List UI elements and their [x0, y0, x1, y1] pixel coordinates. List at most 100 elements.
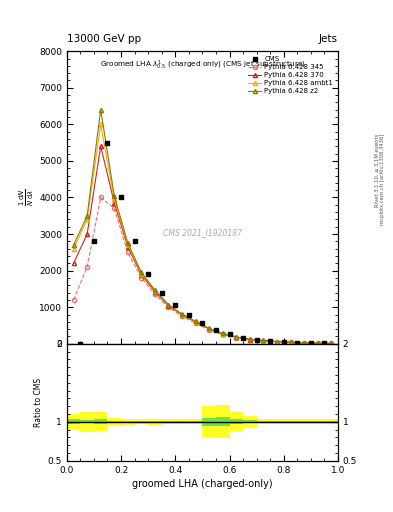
Pythia 6.428 370: [85, 231, 90, 237]
Pythia 6.428 370: [302, 340, 307, 346]
CMS: [105, 140, 110, 146]
Text: Groomed LHA $\lambda^{1}_{0.5}$ (charged only) (CMS jet substructure): Groomed LHA $\lambda^{1}_{0.5}$ (charged…: [99, 58, 305, 72]
Pythia 6.428 z2: [71, 242, 76, 248]
Pythia 6.428 ambt1: [139, 270, 144, 276]
Pythia 6.428 370: [152, 289, 157, 295]
Pythia 6.428 z2: [261, 337, 266, 344]
Pythia 6.428 345: [261, 338, 266, 344]
Pythia 6.428 345: [329, 340, 334, 347]
Line: CMS: CMS: [78, 141, 327, 346]
Pythia 6.428 345: [193, 320, 198, 326]
CMS: [322, 340, 327, 347]
CMS: [214, 327, 219, 333]
Pythia 6.428 z2: [288, 339, 293, 345]
Pythia 6.428 z2: [302, 340, 307, 346]
Pythia 6.428 ambt1: [112, 196, 117, 202]
Pythia 6.428 z2: [329, 340, 334, 347]
Pythia 6.428 370: [329, 340, 334, 347]
CMS: [309, 340, 313, 346]
Pythia 6.428 370: [207, 326, 211, 332]
Pythia 6.428 ambt1: [166, 302, 171, 308]
Pythia 6.428 ambt1: [220, 331, 225, 337]
Pythia 6.428 ambt1: [207, 326, 211, 332]
CMS: [187, 312, 191, 318]
Legend: CMS, Pythia 6.428 345, Pythia 6.428 370, Pythia 6.428 ambt1, Pythia 6.428 z2: CMS, Pythia 6.428 345, Pythia 6.428 370,…: [246, 55, 334, 96]
Pythia 6.428 345: [234, 334, 239, 340]
Pythia 6.428 345: [180, 313, 184, 319]
Pythia 6.428 ambt1: [329, 340, 334, 347]
Pythia 6.428 z2: [166, 302, 171, 308]
Pythia 6.428 z2: [248, 336, 252, 343]
CMS: [160, 289, 164, 295]
Pythia 6.428 ambt1: [234, 334, 239, 340]
Pythia 6.428 345: [85, 264, 90, 270]
Pythia 6.428 345: [125, 249, 130, 255]
Pythia 6.428 345: [166, 304, 171, 310]
Pythia 6.428 370: [98, 143, 103, 150]
Pythia 6.428 ambt1: [152, 288, 157, 294]
Line: Pythia 6.428 z2: Pythia 6.428 z2: [72, 108, 333, 346]
Pythia 6.428 345: [71, 297, 76, 303]
Pythia 6.428 z2: [152, 287, 157, 293]
Pythia 6.428 ambt1: [98, 121, 103, 127]
Pythia 6.428 z2: [98, 106, 103, 113]
Pythia 6.428 370: [112, 200, 117, 206]
Pythia 6.428 345: [248, 337, 252, 343]
Pythia 6.428 ambt1: [288, 339, 293, 346]
Pythia 6.428 z2: [125, 240, 130, 246]
Pythia 6.428 345: [139, 275, 144, 281]
CMS: [132, 238, 137, 244]
Pythia 6.428 ambt1: [248, 336, 252, 343]
Pythia 6.428 z2: [112, 193, 117, 199]
Text: 13000 GeV pp: 13000 GeV pp: [67, 33, 141, 44]
CMS: [268, 338, 273, 344]
CMS: [119, 195, 123, 201]
Pythia 6.428 370: [234, 334, 239, 340]
Pythia 6.428 345: [315, 340, 320, 346]
Line: Pythia 6.428 370: Pythia 6.428 370: [72, 144, 333, 346]
Pythia 6.428 ambt1: [71, 246, 76, 252]
Pythia 6.428 370: [139, 272, 144, 278]
Pythia 6.428 ambt1: [275, 338, 279, 345]
Pythia 6.428 370: [315, 340, 320, 346]
Pythia 6.428 z2: [180, 311, 184, 317]
CMS: [173, 302, 178, 308]
Pythia 6.428 ambt1: [302, 340, 307, 346]
Pythia 6.428 370: [275, 338, 279, 345]
Pythia 6.428 370: [125, 244, 130, 250]
Pythia 6.428 z2: [193, 318, 198, 325]
Y-axis label: Ratio to CMS: Ratio to CMS: [35, 378, 43, 427]
Pythia 6.428 ambt1: [261, 337, 266, 344]
Pythia 6.428 ambt1: [193, 318, 198, 325]
CMS: [241, 334, 245, 340]
Pythia 6.428 370: [220, 331, 225, 337]
Pythia 6.428 ambt1: [85, 217, 90, 223]
CMS: [146, 271, 151, 278]
Pythia 6.428 370: [166, 303, 171, 309]
Pythia 6.428 370: [180, 312, 184, 318]
CMS: [295, 339, 300, 346]
CMS: [78, 340, 83, 347]
Pythia 6.428 z2: [234, 334, 239, 340]
Pythia 6.428 370: [288, 339, 293, 346]
Pythia 6.428 z2: [207, 325, 211, 331]
CMS: [227, 331, 232, 337]
Pythia 6.428 370: [261, 337, 266, 344]
Pythia 6.428 z2: [315, 340, 320, 346]
Line: Pythia 6.428 ambt1: Pythia 6.428 ambt1: [72, 122, 333, 346]
Text: Jets: Jets: [319, 33, 338, 44]
Pythia 6.428 370: [193, 319, 198, 325]
Pythia 6.428 370: [248, 336, 252, 343]
Text: Rivet 3.1.10, ≥ 3.1M events
mcplots.cern.ch [arXiv:1306.3436]: Rivet 3.1.10, ≥ 3.1M events mcplots.cern…: [375, 134, 385, 225]
Pythia 6.428 ambt1: [315, 340, 320, 346]
Pythia 6.428 345: [288, 339, 293, 346]
CMS: [281, 339, 286, 345]
Pythia 6.428 345: [220, 331, 225, 337]
Pythia 6.428 z2: [275, 338, 279, 345]
Pythia 6.428 370: [71, 260, 76, 266]
Pythia 6.428 345: [275, 339, 279, 345]
Y-axis label: $\frac{1}{N}\frac{\mathrm{d}N}{\mathrm{d}\lambda}$: $\frac{1}{N}\frac{\mathrm{d}N}{\mathrm{d…: [18, 188, 36, 206]
CMS: [200, 320, 205, 326]
CMS: [254, 337, 259, 343]
Pythia 6.428 345: [152, 291, 157, 297]
